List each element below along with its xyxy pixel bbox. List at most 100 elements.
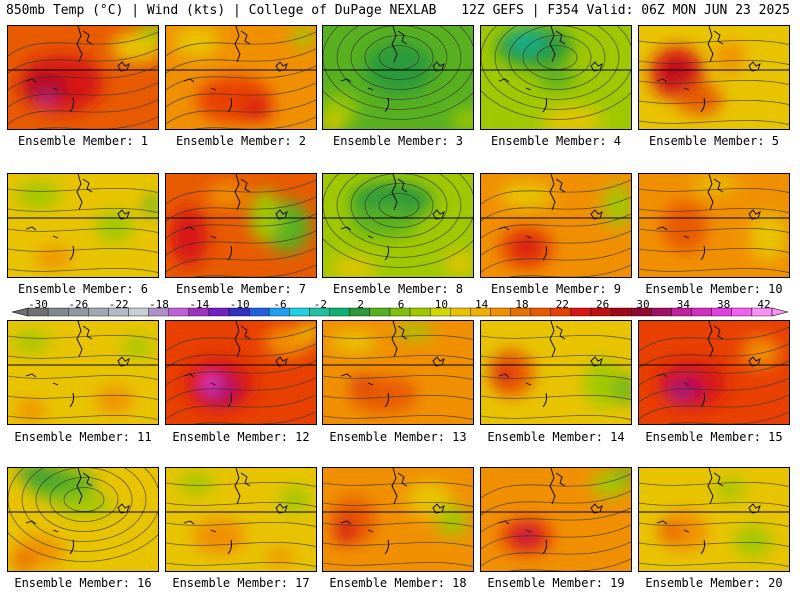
temperature-region: [507, 31, 546, 53]
temperature-region: [395, 323, 434, 340]
temperature-map: [323, 321, 473, 424]
temperature-region: [38, 93, 54, 106]
temperature-region: [715, 41, 746, 74]
colorbar-swatch: [47, 307, 69, 317]
geography-lines: [323, 468, 473, 555]
colorbar-swatch: [289, 307, 310, 317]
temperature-region: [264, 549, 296, 566]
colorbar-tick-label: 42: [757, 298, 771, 311]
geography-lines: [481, 468, 631, 555]
ensemble-map-panel: [638, 467, 790, 572]
temperature-region: [15, 181, 62, 209]
temperature-map: [481, 26, 631, 129]
temperature-region: [494, 363, 513, 384]
temperature-region: [334, 517, 358, 545]
ensemble-member-label: Ensemble Member: 14: [487, 430, 625, 444]
geography-lines: [323, 26, 473, 113]
colorbar-tick-label: 14: [475, 298, 489, 311]
ensemble-member-label: Ensemble Member: 5: [648, 134, 780, 148]
temperature-region: [677, 83, 723, 116]
ensemble-member-label: Ensemble Member: 10: [645, 282, 783, 296]
ensemble-map-panel: [165, 320, 317, 425]
temperature-region: [665, 62, 689, 84]
temperature-map: [639, 468, 789, 571]
temperature-region: [11, 554, 35, 571]
height-contours: [481, 473, 631, 571]
colorbar-swatch: [450, 307, 471, 317]
ensemble-member-label: Ensemble Member: 13: [329, 430, 467, 444]
temperature-region: [249, 189, 280, 243]
height-contours: [323, 26, 473, 120]
temperature-region: [692, 176, 738, 193]
temperature-colorbar: -30 -26 -22 -18 -14 -10 -6 -2 2 6 10 14 18 22 26 30 34 38…: [0, 298, 800, 318]
colorbar-tick-label: 30: [636, 298, 650, 311]
ensemble-map-panel: [7, 320, 159, 425]
colorbar-swatch: [208, 307, 230, 317]
colorbar-tick-label: -2: [313, 298, 327, 311]
temperature-region: [364, 41, 434, 95]
temperature-region: [330, 331, 377, 353]
colorbar-swatch: [691, 307, 712, 317]
height-contours: [166, 326, 316, 424]
temperature-map: [166, 468, 316, 571]
geography-lines: [166, 321, 316, 408]
geography-lines: [639, 174, 789, 261]
height-contours: [481, 334, 631, 421]
temperature-map: [166, 321, 316, 424]
temperature-region: [749, 213, 788, 261]
temperature-region: [616, 468, 631, 482]
temperature-region: [11, 331, 50, 353]
temperature-region: [741, 336, 780, 369]
height-contours: [639, 187, 789, 274]
ensemble-map-panel: [480, 173, 632, 278]
temperature-map: [323, 174, 473, 277]
height-contours: [8, 187, 158, 274]
ensemble-member-label: Ensemble Member: 6: [17, 282, 149, 296]
temperature-region: [715, 478, 746, 500]
temperature-map: [639, 174, 789, 277]
header-run-info: 12Z GEFS | F354 Valid: 06Z MON JUN 23 20…: [461, 3, 790, 18]
geography-lines: [166, 26, 316, 113]
ensemble-map-panel: [165, 467, 317, 572]
temperature-map: [166, 174, 316, 277]
colorbar-tick-label: 10: [434, 298, 448, 311]
ensemble-map-panel: [638, 25, 790, 130]
temperature-map: [8, 468, 158, 571]
colorbar-tick-label: 2: [357, 298, 364, 311]
ensemble-member-label: Ensemble Member: 1: [17, 134, 149, 148]
ensemble-member-label: Ensemble Member: 9: [490, 282, 622, 296]
colorbar-strip: [11, 307, 789, 317]
temperature-map: [481, 174, 631, 277]
height-contours: [639, 481, 789, 568]
ensemble-member-label: Ensemble Member: 18: [329, 576, 467, 590]
geography-lines: [8, 321, 158, 408]
ensemble-map-panel: [165, 25, 317, 130]
height-contours: [8, 31, 158, 129]
temperature-region: [349, 205, 418, 237]
temperature-region: [15, 468, 62, 482]
geography-lines: [8, 174, 158, 261]
temperature-region: [207, 181, 246, 209]
colorbar-swatch: [128, 307, 149, 317]
ensemble-map-panel: [638, 320, 790, 425]
geography-lines: [481, 174, 631, 261]
colorbar-swatch: [651, 307, 672, 317]
colorbar-tick-label: 6: [397, 298, 405, 311]
colorbar-tick-label: 22: [555, 298, 569, 311]
height-contours: [639, 39, 789, 126]
colorbar-swatch: [248, 307, 270, 317]
temperature-map: [481, 321, 631, 424]
ensemble-member-label: Ensemble Member: 3: [332, 134, 464, 148]
temperature-region: [616, 373, 631, 405]
temperature-map: [8, 174, 158, 277]
height-contours: [323, 334, 473, 421]
temperature-region: [122, 336, 153, 358]
colorbar-swatch: [369, 307, 391, 317]
temperature-region: [169, 208, 208, 266]
temperature-region: [242, 99, 273, 121]
temperature-region: [264, 326, 311, 358]
temperature-region: [658, 520, 681, 542]
temperature-region: [541, 107, 603, 129]
colorbar-swatch: [168, 307, 190, 317]
temperature-region: [500, 181, 554, 209]
